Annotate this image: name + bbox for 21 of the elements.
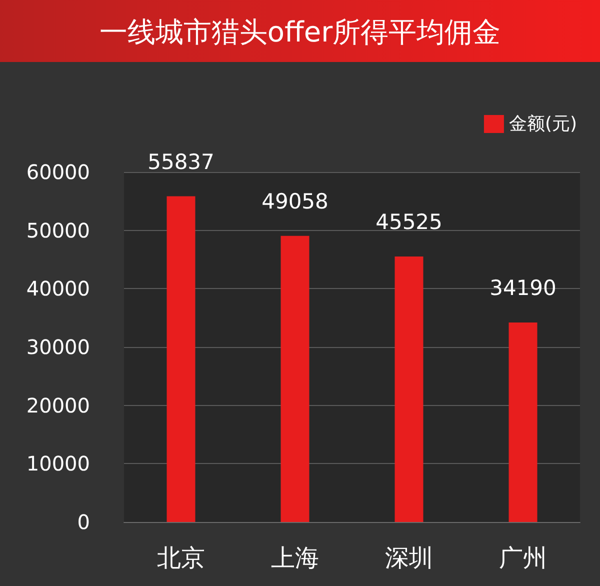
chart-title: 一线城市猎头offer所得平均佣金 <box>99 16 501 48</box>
y-tick-label: 30000 <box>26 335 90 359</box>
y-tick-label: 60000 <box>26 160 90 184</box>
y-tick-label: 40000 <box>26 276 90 301</box>
data-label: 34190 <box>490 276 556 300</box>
y-tick-label: 20000 <box>26 393 90 418</box>
legend-label: 金额(元) <box>508 114 577 134</box>
bar <box>508 322 538 522</box>
data-label: 45525 <box>376 210 442 234</box>
y-tick-label: 10000 <box>26 452 90 476</box>
bar <box>280 236 310 522</box>
x-tick-label: 广州 <box>499 544 547 572</box>
bar <box>166 196 196 522</box>
y-tick-label: 50000 <box>26 218 90 242</box>
y-tick-label: 0 <box>77 510 90 534</box>
data-label: 55837 <box>148 150 214 174</box>
data-label: 49058 <box>262 189 328 214</box>
x-tick-label: 北京 <box>157 544 205 572</box>
x-tick-label: 上海 <box>271 544 319 572</box>
bar <box>394 256 424 522</box>
x-tick-label: 深圳 <box>385 544 433 572</box>
